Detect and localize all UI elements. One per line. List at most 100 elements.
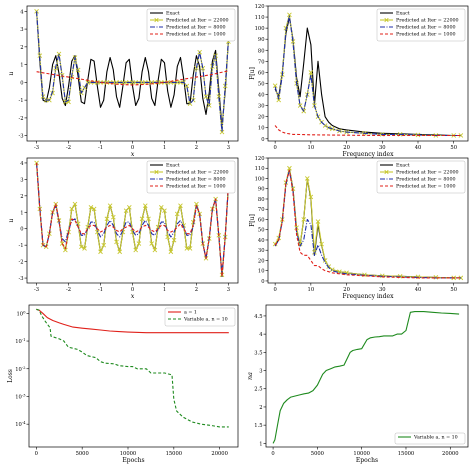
y-tick-label: -3 [18, 276, 23, 282]
y-tick-label: 4 [20, 161, 24, 167]
series-marker [133, 247, 139, 253]
x-tick-label: 5000 [311, 451, 324, 457]
y-tick-label: -1 [18, 98, 23, 104]
series-marker [98, 249, 103, 255]
legend-marker [384, 17, 389, 23]
legend-label: Predicted at Iter = 22000 [166, 170, 229, 176]
x-axis-label: Epochs [122, 457, 144, 464]
series-marker [194, 201, 199, 207]
legend-label: Predicted at Iter = 22000 [396, 170, 459, 176]
series-marker [200, 65, 206, 71]
x-tick-label: 2 [195, 287, 198, 293]
legend: Variable a, n = 10 [394, 432, 466, 445]
series-line-4 [274, 125, 461, 137]
legend-label: Predicted at Iter = 8000 [396, 25, 456, 31]
y-tick-label: 1 [20, 63, 23, 69]
x-tick-label: 3 [227, 287, 230, 293]
x-tick-label: -3 [34, 287, 39, 293]
y-tick-label: 20 [258, 115, 265, 121]
legend-box [146, 8, 236, 42]
legend-label: Exact [396, 11, 410, 17]
series-marker [149, 241, 155, 246]
legend-box [376, 8, 466, 42]
series-marker [91, 206, 97, 212]
chart-f2: 0 10 20 30 40 50 0 10 20 30 40 50 60 70 80 90 100 110 120 F… [249, 156, 469, 300]
x-tick-label: 0 [271, 451, 274, 457]
y-axis-label: na [246, 372, 254, 380]
series-marker [308, 194, 314, 200]
series-group [36, 308, 229, 428]
series-marker [110, 214, 116, 220]
legend-label: Predicted at Iter = 8000 [396, 177, 456, 183]
series-marker [79, 244, 84, 250]
chart-alpha: 0 5000 10000 15000 20000 1 1.5 2 2.5 3 3.5 4 4.5 Epoc… [246, 304, 469, 464]
series-marker [319, 241, 324, 247]
series-line-1 [36, 308, 229, 334]
series-marker [75, 221, 81, 227]
y-tick-label: 40 [258, 93, 265, 99]
x-tick-label: 40 [415, 287, 422, 293]
series-marker [146, 216, 151, 222]
series-marker [75, 67, 81, 73]
axes-frame [267, 157, 469, 284]
series-marker [82, 246, 87, 251]
y-tick-label: -2 [18, 116, 23, 122]
x-tick-label: 10 [308, 145, 315, 151]
y-tick-label: 3.5 [254, 350, 262, 356]
y-tick-label: -1 [18, 243, 23, 249]
y-tick-label: 10 [258, 126, 265, 132]
x-tick-label: 20 [343, 145, 350, 151]
y-tick-label: -2 [18, 260, 23, 266]
legend-box [394, 432, 466, 445]
series-line-2 [36, 308, 229, 428]
x-tick-label: 30 [379, 145, 386, 151]
legend-label: Predicted at Iter = 8000 [166, 177, 226, 183]
y-tick-label: 10-3 [15, 392, 26, 400]
x-tick-label: 0 [131, 287, 134, 293]
x-tick-label: 10 [308, 287, 315, 293]
legend-label: Predicted at Iter = 22000 [396, 18, 459, 24]
series-line-4 [274, 169, 461, 279]
y-tick-label: 1 [259, 441, 262, 447]
legend-label: Predicted at Iter = 1000 [166, 184, 226, 190]
legend-label: Exact [166, 163, 180, 169]
x-axis-label: Epochs [356, 457, 378, 464]
series-marker [219, 129, 225, 135]
axes-frame [265, 304, 469, 448]
y-axis-label: Loss [7, 369, 14, 383]
legend-label: Predicted at Iter = 1000 [396, 32, 456, 38]
series-marker [168, 249, 174, 255]
series-marker [107, 203, 113, 209]
y-tick-label: 30 [258, 248, 265, 254]
series-marker [104, 216, 110, 222]
y-axis-label: u [7, 71, 15, 75]
series-marker [216, 94, 222, 99]
series-marker [458, 133, 464, 138]
series-marker [139, 216, 145, 222]
series-line-3 [274, 15, 461, 137]
legend-label: a = 1 [184, 310, 197, 316]
y-tick-label: 3 [20, 27, 23, 33]
y-tick-label: 0 [261, 279, 264, 285]
legend-label: Exact [166, 11, 180, 17]
x-tick-label: -1 [98, 287, 103, 293]
y-tick-label: 0 [261, 137, 264, 143]
series-line-4 [36, 70, 229, 86]
x-axis-label: x [131, 292, 135, 300]
series-marker [287, 12, 292, 18]
series-marker [276, 97, 282, 103]
y-tick-label: 120 [255, 4, 265, 10]
y-tick-label: 100 [255, 26, 265, 32]
x-tick-label: 1 [163, 145, 166, 151]
series-group [34, 9, 231, 135]
series-marker [308, 70, 314, 75]
y-tick-label: 110 [255, 166, 265, 172]
y-tick-label: 90 [258, 187, 265, 193]
series-marker [304, 176, 310, 181]
